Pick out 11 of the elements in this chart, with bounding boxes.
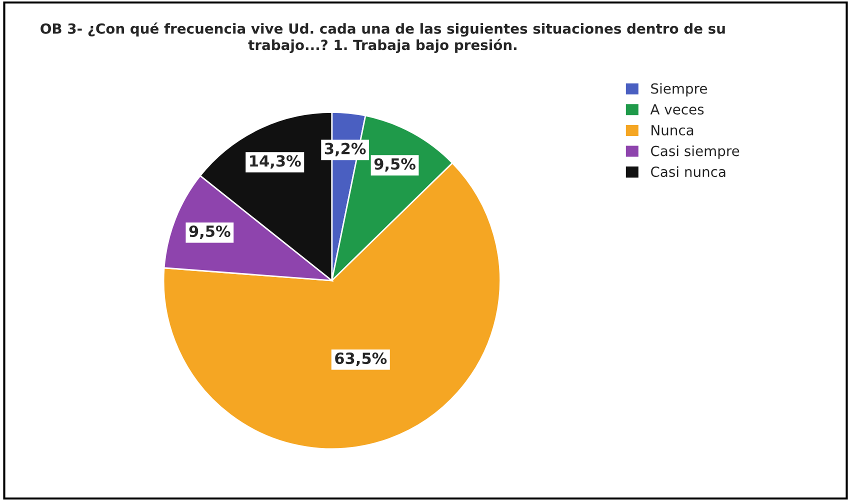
legend-label: Siempre <box>651 83 707 96</box>
legend-label: Casi siempre <box>651 145 740 159</box>
legend-label: Nunca <box>652 125 694 136</box>
data-label: 9,5% <box>189 225 230 239</box>
data-label: 63,5% <box>335 352 387 366</box>
chart-title: OB 3- ¿Con qué frecuencia vive Ud. cada una de las siguientes situaciones dentro de su trabajo...? 1. Trabaja bajo presión. <box>40 22 725 53</box>
legend-label: Casi nunca <box>651 166 726 178</box>
data-label: 9,5% <box>374 158 416 172</box>
data-label: 3,2% <box>324 142 366 156</box>
legend-label: A veces <box>650 104 704 115</box>
data-label: 14,3% <box>250 155 301 169</box>
